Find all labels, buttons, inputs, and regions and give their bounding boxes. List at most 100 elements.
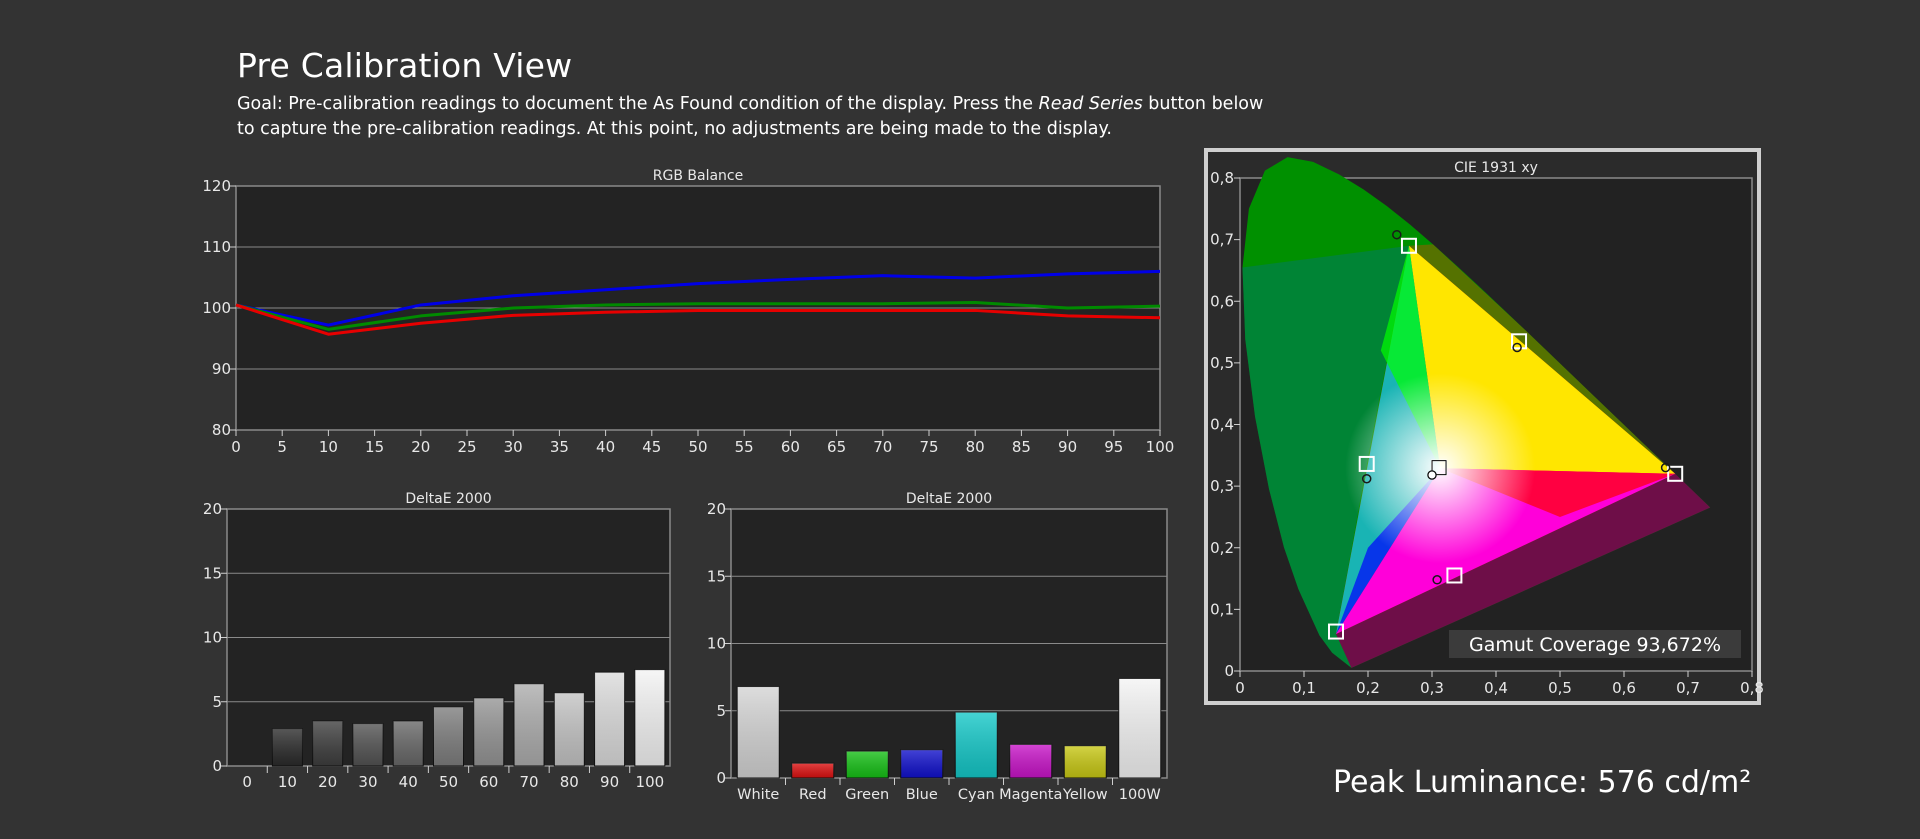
measured-marker: [1432, 575, 1442, 585]
cie-chart-title: CIE 1931 xy: [1454, 160, 1538, 176]
cie-y-tick-label: 0,1: [1210, 600, 1234, 618]
deltae-chart-title: DeltaE 2000: [405, 491, 491, 507]
deltae-bar-shade: [1064, 745, 1107, 778]
rgb-series-line: [235, 269, 1161, 327]
deltae-y-tick-label: 5: [212, 693, 222, 711]
cie-y-tick-label: 0,8: [1210, 169, 1234, 187]
target-marker: [1358, 455, 1375, 472]
deltae-bar-shade: [1118, 678, 1161, 778]
measured-white-marker: [1427, 470, 1437, 480]
deltae-bar-shade: [594, 672, 625, 766]
deltae-chart-title: DeltaE 2000: [906, 491, 992, 507]
rgb-chart-title: RGB Balance: [653, 168, 743, 184]
rgb-x-tick-label: 5: [277, 438, 287, 456]
cie-x-tick-label: 0,6: [1612, 679, 1636, 697]
deltae-bar-shade: [737, 686, 780, 778]
rgb-x-tick-label: 40: [596, 438, 615, 456]
rgb-x-tick-label: 25: [457, 438, 476, 456]
rgb-x-tick-label: 70: [873, 438, 892, 456]
cie-x-tick-label: 0,4: [1484, 679, 1508, 697]
deltae-x-tick-label: 100W: [1119, 787, 1161, 803]
cie-x-tick-label: 0,3: [1420, 679, 1444, 697]
gamut-whitepoint-glow: [1345, 373, 1536, 564]
deltae-bar-shade: [1009, 744, 1052, 778]
deltae-x-tick-label: 0: [242, 773, 252, 791]
target-marker-outline: [1431, 460, 1447, 476]
rgb-x-tick-label: 90: [1058, 438, 1077, 456]
target-marker: [1446, 567, 1463, 584]
deltae-x-tick-label: Green: [845, 787, 889, 803]
measured-marker: [1512, 342, 1522, 353]
rgb-balance-chart: RGB Balance 80 90 100 110 120 0 5 10 15 20 25 30 35 40…: [202, 168, 1174, 456]
deltae-y-tick-label: 15: [707, 567, 726, 585]
rgb-y-tick-label: 80: [212, 421, 231, 439]
deltae-x-tick-label: 80: [560, 773, 579, 791]
cie-x-tick-label: 0: [1235, 679, 1245, 697]
cie-x-tick-label: 0,7: [1676, 679, 1700, 697]
deltae-bar-shade: [846, 751, 889, 778]
deltae-bar-shade: [352, 723, 383, 766]
deltae-y-tick-label: 10: [203, 629, 222, 647]
cie-y-tick-label: 0,2: [1210, 539, 1234, 557]
deltae-x-tick-label: 60: [479, 773, 498, 791]
rgb-series-line: [235, 301, 1161, 331]
gamut-blue: [1336, 468, 1441, 635]
target-marker: [1400, 237, 1417, 254]
deltae-x-tick-label: 70: [519, 773, 538, 791]
deltae-bar-shade: [393, 721, 424, 766]
rgb-x-tick-label: 65: [827, 438, 846, 456]
deltae-bar-shade: [900, 749, 943, 778]
rgb-x-tick-label: 85: [1012, 438, 1031, 456]
rgb-x-tick-label: 10: [319, 438, 338, 456]
peak-luminance: Peak Luminance: 576 cd/m²: [1333, 765, 1752, 800]
deltae-color-chart: DeltaE 2000 0 5 10 15 20 White Red Green Blue Cyan…: [707, 491, 1168, 803]
goal-description: Goal: Pre-calibration readings to docume…: [237, 92, 1277, 142]
olive-region: [1408, 244, 1676, 474]
deltae-y-tick-label: 10: [707, 635, 726, 653]
deltae-x-tick-label: Magenta: [999, 787, 1062, 803]
rgb-x-tick-label: 20: [411, 438, 430, 456]
rgb-x-tick-label: 35: [550, 438, 569, 456]
cie-x-tick-label: 0,8: [1740, 679, 1764, 697]
deltae-x-tick-label: 100: [636, 773, 665, 791]
rgb-x-tick-label: 100: [1146, 438, 1175, 456]
cie-x-tick-label: 0,5: [1548, 679, 1572, 697]
rgb-x-tick-label: 75: [919, 438, 938, 456]
rgb-x-tick-label: 55: [735, 438, 754, 456]
measured-marker: [1392, 229, 1402, 240]
deltae-bar-shade: [791, 763, 834, 778]
deltae-grayscale-chart: DeltaE 2000 0 5 10 15 20 0 10 20 30 40 50 60 70 80 90 10…: [203, 491, 671, 791]
deltae-bar-shade: [433, 706, 464, 766]
cyan-region: [1242, 245, 1409, 668]
deltae-x-tick-label: 30: [358, 773, 377, 791]
page-title: Pre Calibration View: [237, 46, 573, 85]
rgb-x-tick-label: 80: [966, 438, 985, 456]
rgb-y-tick-label: 90: [212, 360, 231, 378]
gamut-label-box: [1449, 630, 1741, 658]
cie-y-tick-label: 0,5: [1210, 354, 1234, 372]
deltae-y-tick-label: 20: [707, 500, 726, 518]
target-marker: [1328, 623, 1344, 640]
cie-y-tick-label: 0,6: [1210, 292, 1234, 310]
deltae-y-tick-label: 20: [203, 500, 222, 518]
cie-1931-chart: CIE 1931 xy 0 0,1 0,2 0,3 0,4 0,5 0,6 0,7 0,8 0 0,1…: [1204, 148, 1764, 705]
cie-y-tick-label: 0,4: [1210, 416, 1234, 434]
deltae-y-tick-label: 0: [716, 769, 726, 787]
rgb-y-tick-label: 100: [202, 299, 231, 317]
deltae-y-tick-label: 15: [203, 564, 222, 582]
goal-text-suffix: button below to capture the pre-calibrat…: [237, 94, 1264, 139]
rgb-y-tick-label: 120: [202, 177, 231, 195]
deltae-bar-shade: [514, 683, 545, 766]
rgb-x-tick-label: 15: [365, 438, 384, 456]
deltae-x-tick-label: 40: [399, 773, 418, 791]
cie-y-tick-label: 0,3: [1210, 477, 1234, 495]
deltae-x-tick-label: Red: [799, 787, 827, 803]
target-marker: [1511, 333, 1528, 350]
measured-marker: [1361, 473, 1372, 484]
rgb-x-tick-label: 30: [504, 438, 523, 456]
rgb-x-tick-label: 95: [1104, 438, 1123, 456]
deltae-bar-shade: [312, 721, 343, 766]
purple-region: [1336, 473, 1711, 668]
measured-marker: [1660, 462, 1671, 473]
